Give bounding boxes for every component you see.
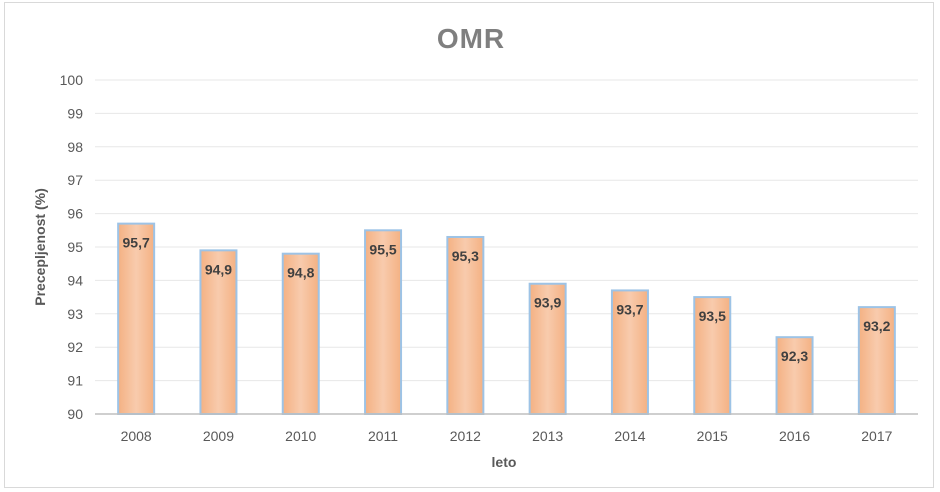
bar-2013 — [528, 282, 567, 415]
y-tick-label: 91 — [67, 373, 83, 389]
x-axis-title: leto — [492, 454, 517, 470]
bar-2017 — [857, 306, 896, 415]
y-tick-label: 95 — [67, 239, 83, 255]
x-tick-label: 2011 — [368, 428, 398, 444]
x-axis-ticks: 2008 2009 2010 2011 2012 2013 2014 2015 2016 2017 — [121, 428, 893, 444]
bar-2016 — [775, 336, 814, 415]
data-label-2013: 93,9 — [534, 295, 561, 311]
x-tick-label: 2014 — [614, 428, 645, 444]
y-axis-ticks: 90 91 92 93 94 95 96 97 98 99 100 — [60, 72, 84, 422]
y-tick-label: 94 — [67, 272, 83, 288]
x-tick-label: 2013 — [532, 428, 563, 444]
y-tick-label: 99 — [67, 105, 83, 121]
chart-title: OMR — [437, 23, 505, 54]
x-tick-label: 2015 — [697, 428, 728, 444]
bar-2015 — [693, 296, 732, 416]
x-tick-label: 2012 — [450, 428, 481, 444]
bar-2008 — [117, 222, 156, 415]
data-label-2014: 93,7 — [616, 301, 643, 317]
bar-2011 — [364, 229, 403, 415]
data-label-2009: 94,9 — [205, 261, 232, 277]
bar-2010 — [281, 252, 320, 415]
data-label-2011: 95,5 — [369, 241, 396, 257]
data-label-2012: 95,3 — [452, 248, 479, 264]
y-tick-label: 96 — [67, 206, 83, 222]
data-label-2008: 95,7 — [123, 235, 150, 251]
bars — [117, 222, 896, 416]
y-tick-label: 98 — [67, 139, 83, 155]
data-label-2016: 92,3 — [781, 348, 808, 364]
y-tick-label: 92 — [67, 339, 83, 355]
x-tick-label: 2010 — [285, 428, 316, 444]
bar-2009 — [199, 249, 238, 415]
x-tick-label: 2016 — [779, 428, 810, 444]
y-tick-label: 100 — [60, 72, 84, 88]
data-label-2010: 94,8 — [287, 265, 314, 281]
data-label-2015: 93,5 — [699, 308, 726, 324]
y-tick-label: 93 — [67, 306, 83, 322]
data-labels: 95,7 94,9 94,8 95,5 95,3 93,9 93,7 93,5 92,3 93,2 — [123, 235, 891, 365]
x-tick-label: 2009 — [203, 428, 234, 444]
y-axis-title: Precepljenost (%) — [32, 188, 48, 305]
y-tick-label: 90 — [67, 406, 83, 422]
bar-2014 — [610, 289, 649, 416]
x-tick-label: 2017 — [861, 428, 892, 444]
bar-2012 — [446, 235, 485, 415]
x-tick-label: 2008 — [121, 428, 152, 444]
y-tick-label: 97 — [67, 172, 83, 188]
data-label-2017: 93,2 — [863, 318, 890, 334]
